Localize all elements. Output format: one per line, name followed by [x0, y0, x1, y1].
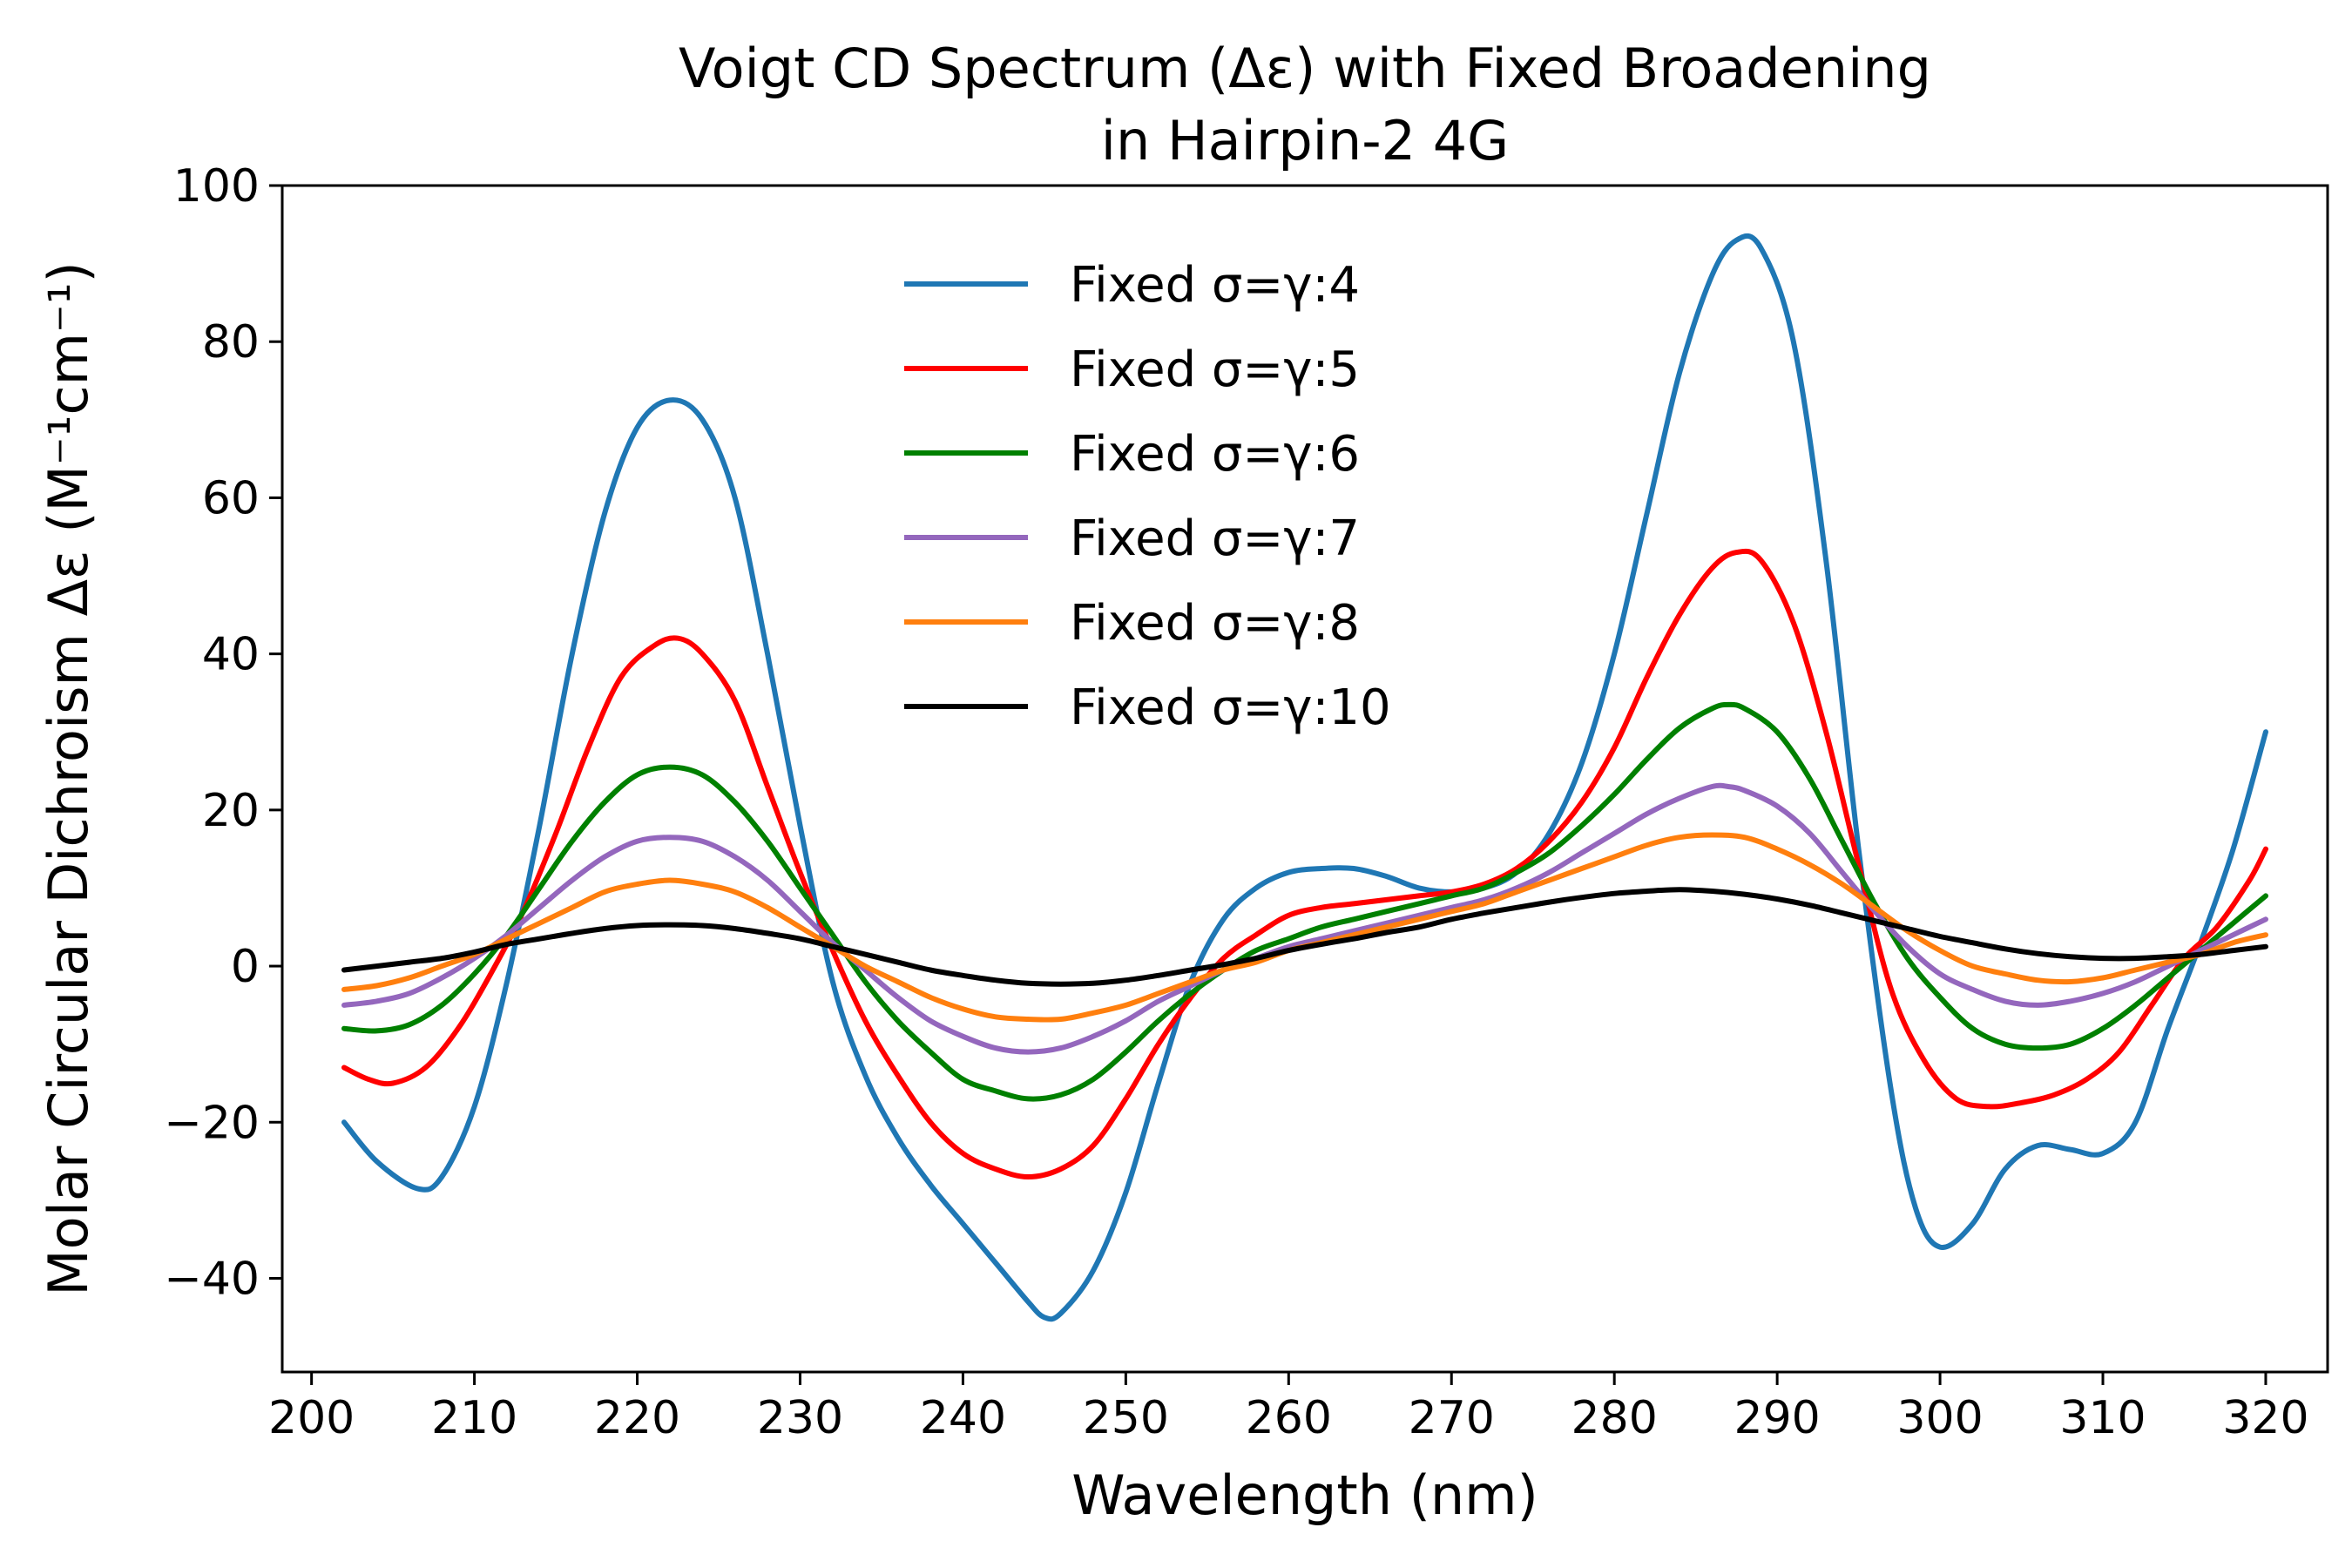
- legend-label-3: Fixed σ=γ:6: [1070, 426, 1360, 483]
- x-tick-label: 310: [2059, 1392, 2146, 1444]
- series-layer: [341, 233, 2268, 1322]
- y-tick-label: 20: [202, 785, 260, 837]
- x-tick-label: 270: [1409, 1392, 1495, 1444]
- legend-label-5: Fixed σ=γ:8: [1070, 595, 1360, 652]
- x-tick-label: 280: [1571, 1392, 1658, 1444]
- x-tick-label: 300: [1896, 1392, 1983, 1444]
- y-tick-label: −20: [164, 1097, 260, 1149]
- x-tick-label: 220: [594, 1392, 680, 1444]
- y-tick-label: −40: [164, 1253, 260, 1305]
- chart-title-line2: in Hairpin-2 4G: [1101, 109, 1509, 172]
- legend-label-1: Fixed σ=γ:4: [1070, 257, 1360, 314]
- x-tick-label: 260: [1246, 1392, 1332, 1444]
- series-line-2: [341, 548, 2268, 1179]
- y-tick-label: 100: [173, 160, 260, 213]
- series-line-4: [341, 782, 2268, 1055]
- x-tick-label: 240: [920, 1392, 1006, 1444]
- series-line-3: [341, 701, 2268, 1102]
- x-tick-label: 320: [2222, 1392, 2308, 1444]
- legend-label-4: Fixed σ=γ:7: [1070, 510, 1360, 567]
- x-tick-label: 210: [431, 1392, 517, 1444]
- x-axis-label: Wavelength (nm): [1071, 1463, 1538, 1527]
- y-axis-label: Molar Circular Dichroism Δε (M⁻¹cm⁻¹): [37, 261, 100, 1295]
- y-tick-label: 80: [202, 316, 260, 368]
- legend-label-6: Fixed σ=γ:10: [1070, 679, 1391, 736]
- legend-label-2: Fixed σ=γ:5: [1070, 341, 1360, 398]
- y-tick-label: 40: [202, 629, 260, 681]
- x-tick-label: 230: [757, 1392, 843, 1444]
- axis-ticks: 200 210 220 230 240 250 260 270 280 290 300 310 320−…: [164, 160, 2308, 1444]
- plot-frame: [280, 184, 2329, 1374]
- y-tick-label: 0: [231, 941, 260, 993]
- y-tick-label: 60: [202, 472, 260, 524]
- chart-title-line1: Voigt CD Spectrum (Δε) with Fixed Broade…: [679, 37, 1931, 100]
- x-tick-label: 290: [1734, 1392, 1821, 1444]
- x-tick-label: 250: [1083, 1392, 1169, 1444]
- series-line-1: [341, 233, 2268, 1322]
- series-line-6: [341, 887, 2268, 987]
- x-tick-label: 200: [268, 1392, 355, 1444]
- legend: Fixed σ=γ:4 Fixed σ=γ:5 Fixed σ=γ:6 Fixed σ…: [904, 257, 1391, 736]
